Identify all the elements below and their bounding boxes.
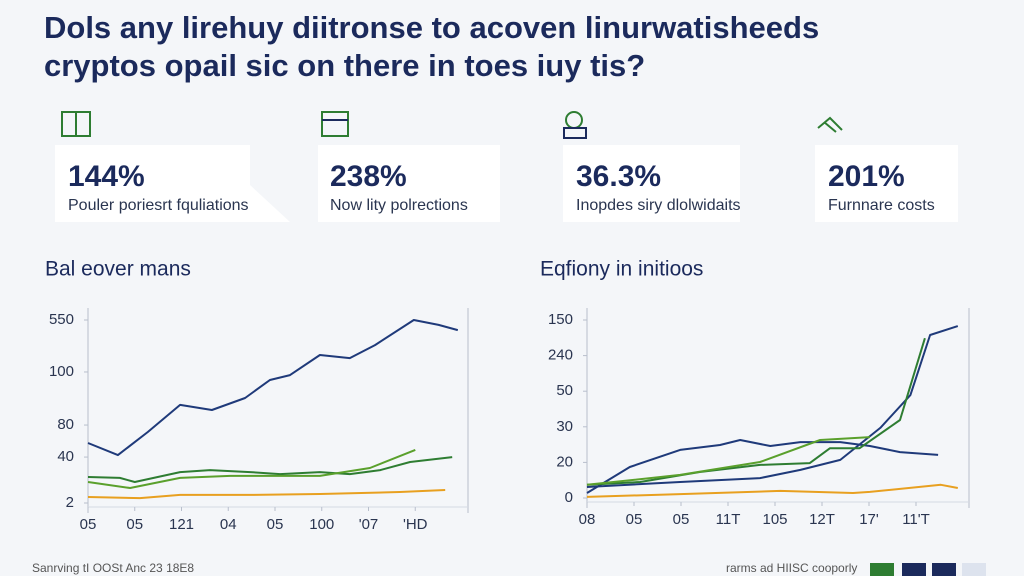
data-line <box>586 325 959 488</box>
card <box>815 145 958 222</box>
chart-title: Bal eover mans <box>45 258 191 281</box>
x-tick-label: 11'T <box>902 511 930 528</box>
x-tick-label: 100 <box>309 516 334 533</box>
x-tick-label: 04 <box>220 516 237 533</box>
y-tick-label: 240 <box>548 347 573 364</box>
stat-cards <box>55 145 958 222</box>
icons <box>61 111 843 139</box>
data-line <box>87 456 453 483</box>
data-line <box>586 337 926 486</box>
data-line <box>586 439 939 494</box>
stat-value: 36.3% <box>576 160 661 193</box>
x-tick-label: 11T <box>716 511 741 528</box>
stat-value: 201% <box>828 160 905 193</box>
x-tick-label: 121 <box>169 516 194 533</box>
y-tick-label: 40 <box>57 448 74 465</box>
y-tick-label: 100 <box>49 363 74 380</box>
chart-title: Eqfiony in initioos <box>540 258 703 281</box>
x-tick-label: 05 <box>126 516 143 533</box>
x-tick-label: 08 <box>579 511 596 528</box>
stat-value: 144% <box>68 160 145 193</box>
x-tick-label: 05 <box>673 511 690 528</box>
y-tick-label: 30 <box>556 418 573 435</box>
stat-label: Furnnare costs <box>828 197 935 214</box>
title-line: cryptos opail sic on there in toes iuy t… <box>44 48 645 83</box>
footer-credit: rarms ad HIISC cooporly <box>726 561 857 575</box>
x-tick-label: '07 <box>359 516 379 533</box>
legend-swatches <box>870 563 986 576</box>
stat-label: Inopdes siry dlolwidaits <box>576 197 741 214</box>
data-line <box>87 489 446 500</box>
y-tick-label: 2 <box>66 494 74 511</box>
stat-value: 238% <box>330 160 407 193</box>
y-tick-label: 80 <box>57 416 74 433</box>
stat-label: Pouler poriesrt fquliations <box>68 197 249 214</box>
y-tick-label: 550 <box>49 311 74 328</box>
y-tick-label: 150 <box>548 311 573 328</box>
y-tick-label: 0 <box>565 489 573 506</box>
x-tick-label: 12T <box>809 511 835 528</box>
x-tick-label: 'HD <box>403 516 428 533</box>
x-tick-label: 05 <box>626 511 643 528</box>
data-line <box>586 483 958 498</box>
data-line <box>87 448 416 489</box>
y-tick-label: 20 <box>556 453 573 470</box>
y-tick-label: 50 <box>556 382 573 399</box>
x-tick-label: 17' <box>859 511 879 528</box>
x-tick-label: 105 <box>762 511 787 528</box>
data-line <box>87 319 459 457</box>
stat-label: Now lity polrections <box>330 197 468 214</box>
card <box>55 145 290 222</box>
card <box>318 145 500 222</box>
title-line: Dols any lirehuy diitronse to acoven lin… <box>44 10 819 45</box>
x-tick-label: 05 <box>80 516 97 533</box>
data-line <box>586 436 870 486</box>
x-tick-label: 05 <box>267 516 284 533</box>
footer-source: Sanrving tI OOSt Anc 23 18E8 <box>32 561 194 575</box>
card <box>563 145 740 222</box>
